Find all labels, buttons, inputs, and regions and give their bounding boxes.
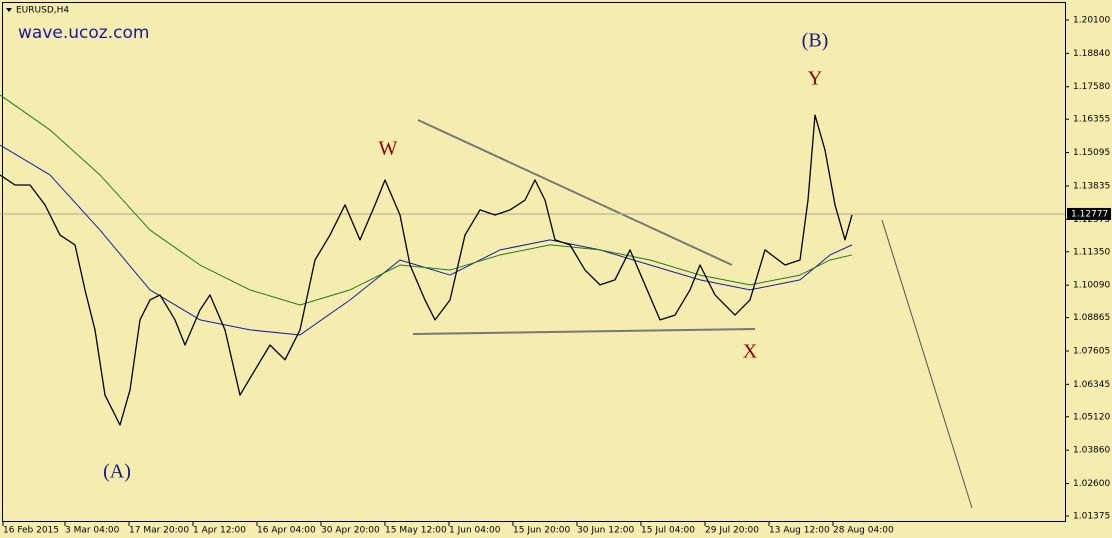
x-tick-label: 30 Jun 12:00 (577, 526, 634, 536)
y-tick-label: 1.08865 (1073, 313, 1110, 323)
x-tick-label: 13 Aug 12:00 (769, 526, 830, 536)
trend-line (417, 119, 733, 266)
wave-label: (A) (103, 461, 131, 483)
y-tick-label: 1.01375 (1073, 511, 1110, 521)
menu-arrow (6, 8, 12, 12)
x-tick-label: 17 Mar 20:00 (129, 526, 189, 536)
y-tick-label: 1.18840 (1073, 49, 1110, 59)
watermark: wave.ucoz.com (18, 23, 149, 43)
y-tick-label: 1.05120 (1073, 412, 1110, 422)
trend-line (412, 328, 756, 335)
last-price-label: 1.12777 (1071, 209, 1108, 219)
x-tick-label: 1 Apr 12:00 (193, 526, 246, 536)
last-price-box (1067, 207, 1111, 220)
x-tick-label: 16 Feb 2015 (3, 526, 59, 536)
x-tick-label: 28 Aug 04:00 (833, 526, 894, 536)
x-tick-label: 1 Jun 04:00 (449, 526, 501, 536)
x-tick-label: 3 Mar 04:00 (65, 526, 120, 536)
y-tick-label: 1.20100 (1073, 15, 1110, 25)
wave-label: (B) (802, 30, 829, 52)
wave-label: W (379, 138, 398, 160)
wave-label: Y (808, 68, 822, 90)
moving-average (0, 94, 853, 306)
y-tick-label: 1.17580 (1073, 82, 1110, 92)
y-tick-label: 1.06345 (1073, 380, 1110, 390)
y-tick-label: 1.03860 (1073, 446, 1110, 456)
y-tick-label: 1.15095 (1073, 148, 1110, 158)
y-tick-label: 1.02600 (1073, 479, 1110, 489)
y-tick-label: 1.10090 (1073, 281, 1110, 291)
y-tick-label: 1.11350 (1073, 247, 1110, 257)
projection-line (881, 219, 973, 509)
x-tick-label: 16 Apr 04:00 (257, 526, 316, 536)
wave-label: X (743, 341, 758, 363)
y-tick-label: 1.16355 (1073, 115, 1110, 125)
x-tick-label: 15 Jul 04:00 (641, 526, 695, 536)
price-line (0, 114, 853, 426)
symbol-label: EURUSD,H4 (16, 6, 69, 16)
x-tick-label: 15 May 12:00 (385, 526, 447, 536)
y-tick-label: 1.07605 (1073, 346, 1110, 356)
x-tick-label: 30 Apr 20:00 (321, 526, 380, 536)
x-tick-label: 29 Jul 20:00 (705, 526, 759, 536)
x-tick-label: 15 Jun 20:00 (513, 526, 570, 536)
moving-average (0, 144, 853, 336)
plot-frame (2, 2, 1066, 522)
y-tick-label: 1.13835 (1073, 181, 1110, 191)
